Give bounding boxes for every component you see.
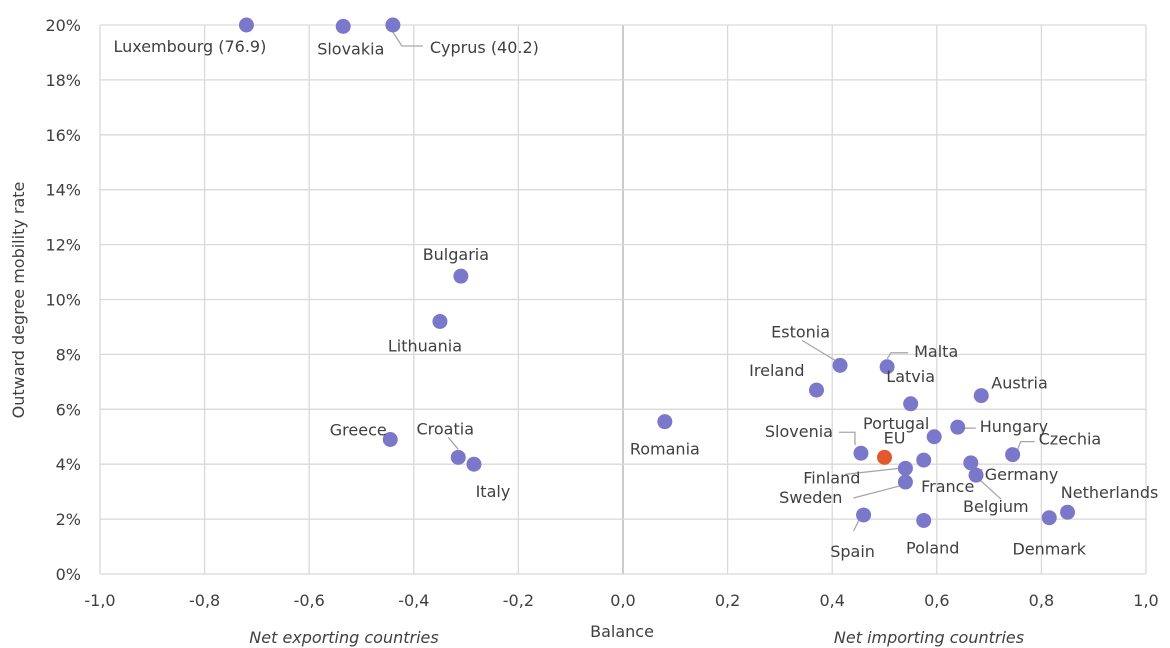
label-sweden: Sweden	[779, 488, 842, 507]
x-tick-label: 0,6	[924, 591, 949, 610]
x-axis-ticks: -1,0 -0,8 -0,6 -0,4 -0,2 0,0 0,2 0,4 0,6 0,8 1,0	[84, 591, 1158, 610]
label-romania: Romania	[630, 440, 700, 459]
y-tick-label: 12%	[45, 236, 81, 255]
label-leaders	[392, 31, 1035, 532]
leader-belgium	[978, 478, 1002, 500]
label-austria: Austria	[991, 374, 1048, 393]
point-austria	[973, 388, 989, 404]
y-axis-title: Outward degree mobility rate	[9, 182, 28, 419]
label-slovenia: Slovenia	[765, 422, 833, 441]
label-italy: Italy	[476, 482, 511, 501]
point-luxembourg-76-9	[238, 17, 254, 33]
x-tick-label: -0,4	[398, 591, 429, 610]
point-croatia	[450, 449, 466, 465]
point-labels: Luxembourg (76.9) Slovakia Cyprus (40.2) Bu…	[113, 37, 1158, 561]
label-czechia: Czechia	[1039, 430, 1102, 449]
leader-malta	[886, 352, 909, 360]
point-estonia	[832, 357, 848, 373]
point-greece	[382, 431, 398, 447]
label-croatia: Croatia	[416, 419, 474, 438]
y-axis-ticks: 0% 2% 4% 6% 8% 10% 12% 14% 16% 18% 20%	[45, 16, 81, 584]
point-poland	[916, 512, 932, 528]
y-tick-label: 14%	[45, 181, 81, 200]
x-tick-label: 0,0	[610, 591, 635, 610]
label-belgium: Belgium	[963, 497, 1029, 516]
label-luxembourg-76-9: Luxembourg (76.9)	[113, 37, 266, 56]
grid	[99, 24, 1147, 575]
point-slovakia	[335, 18, 351, 34]
label-lithuania: Lithuania	[388, 336, 462, 355]
y-tick-label: 2%	[56, 510, 81, 529]
label-portugal: Portugal	[863, 414, 929, 433]
y-tick-label: 0%	[56, 565, 81, 584]
x-tick-label: -0,2	[503, 591, 534, 610]
y-tick-label: 6%	[56, 400, 81, 419]
label-ireland: Ireland	[749, 361, 804, 380]
label-germany: Germany	[985, 465, 1059, 484]
point-cyprus-40-2	[385, 17, 401, 33]
label-slovakia: Slovakia	[317, 39, 384, 58]
point-eu	[877, 449, 892, 465]
label-netherlands: Netherlands	[1061, 483, 1159, 502]
x-tick-label: 1,0	[1133, 591, 1158, 610]
label-poland: Poland	[906, 538, 959, 557]
point-czechia	[1005, 447, 1021, 463]
point-bulgaria	[453, 268, 469, 284]
point-finland	[897, 460, 913, 476]
point-latvia	[903, 396, 919, 412]
x-axis-title: Balance	[590, 622, 654, 641]
leader-estonia	[801, 339, 836, 361]
x-tick-label: 0,4	[819, 591, 844, 610]
point-denmark	[1041, 510, 1057, 526]
point-netherlands	[1060, 504, 1076, 520]
point-romania	[657, 414, 673, 430]
label-latvia: Latvia	[886, 367, 935, 386]
label-cyprus-40-2: Cyprus (40.2)	[430, 38, 539, 57]
label-bulgaria: Bulgaria	[423, 245, 489, 264]
label-finland: Finland	[803, 468, 860, 487]
point-sweden	[897, 474, 913, 490]
point-germany	[963, 455, 979, 471]
label-eu: EU	[884, 428, 906, 447]
x-tick-label: -1,0	[84, 591, 115, 610]
label-greece: Greece	[330, 420, 387, 439]
leader-cyprus-40-2	[392, 31, 423, 47]
x-tick-label: 0,8	[1029, 591, 1054, 610]
point-belgium	[968, 467, 984, 483]
point-italy	[466, 456, 482, 472]
point-spain	[856, 507, 872, 523]
point-unlabeled	[916, 452, 932, 468]
leader-sweden	[853, 485, 900, 499]
leader-spain	[852, 518, 861, 532]
y-tick-label: 4%	[56, 455, 81, 474]
y-tick-label: 20%	[45, 16, 81, 35]
x-tick-label: -0,6	[294, 591, 325, 610]
leader-finland	[845, 467, 900, 475]
data-points	[238, 17, 1076, 528]
point-slovenia	[853, 445, 869, 461]
x-tick-label: -0,8	[189, 591, 220, 610]
y-tick-label: 16%	[45, 126, 81, 145]
point-ireland	[809, 382, 825, 398]
point-portugal	[926, 429, 942, 445]
label-estonia: Estonia	[771, 322, 830, 341]
label-spain: Spain	[830, 542, 875, 561]
y-tick-label: 18%	[45, 71, 81, 90]
leader-slovenia	[838, 431, 856, 446]
y-tick-label: 10%	[45, 291, 81, 310]
point-hungary	[950, 419, 966, 435]
label-malta: Malta	[914, 342, 958, 361]
net-exporting-annotation: Net exporting countries	[249, 628, 438, 647]
label-france: France	[921, 477, 974, 496]
point-lithuania	[432, 313, 448, 329]
net-importing-annotation: Net importing countries	[834, 628, 1024, 647]
x-tick-label: 0,2	[715, 591, 740, 610]
label-denmark: Denmark	[1012, 540, 1086, 559]
label-hungary: Hungary	[980, 417, 1048, 436]
leader-czechia	[1017, 440, 1035, 450]
point-malta	[879, 359, 895, 375]
leader-croatia	[447, 436, 459, 450]
y-tick-label: 8%	[56, 345, 81, 364]
